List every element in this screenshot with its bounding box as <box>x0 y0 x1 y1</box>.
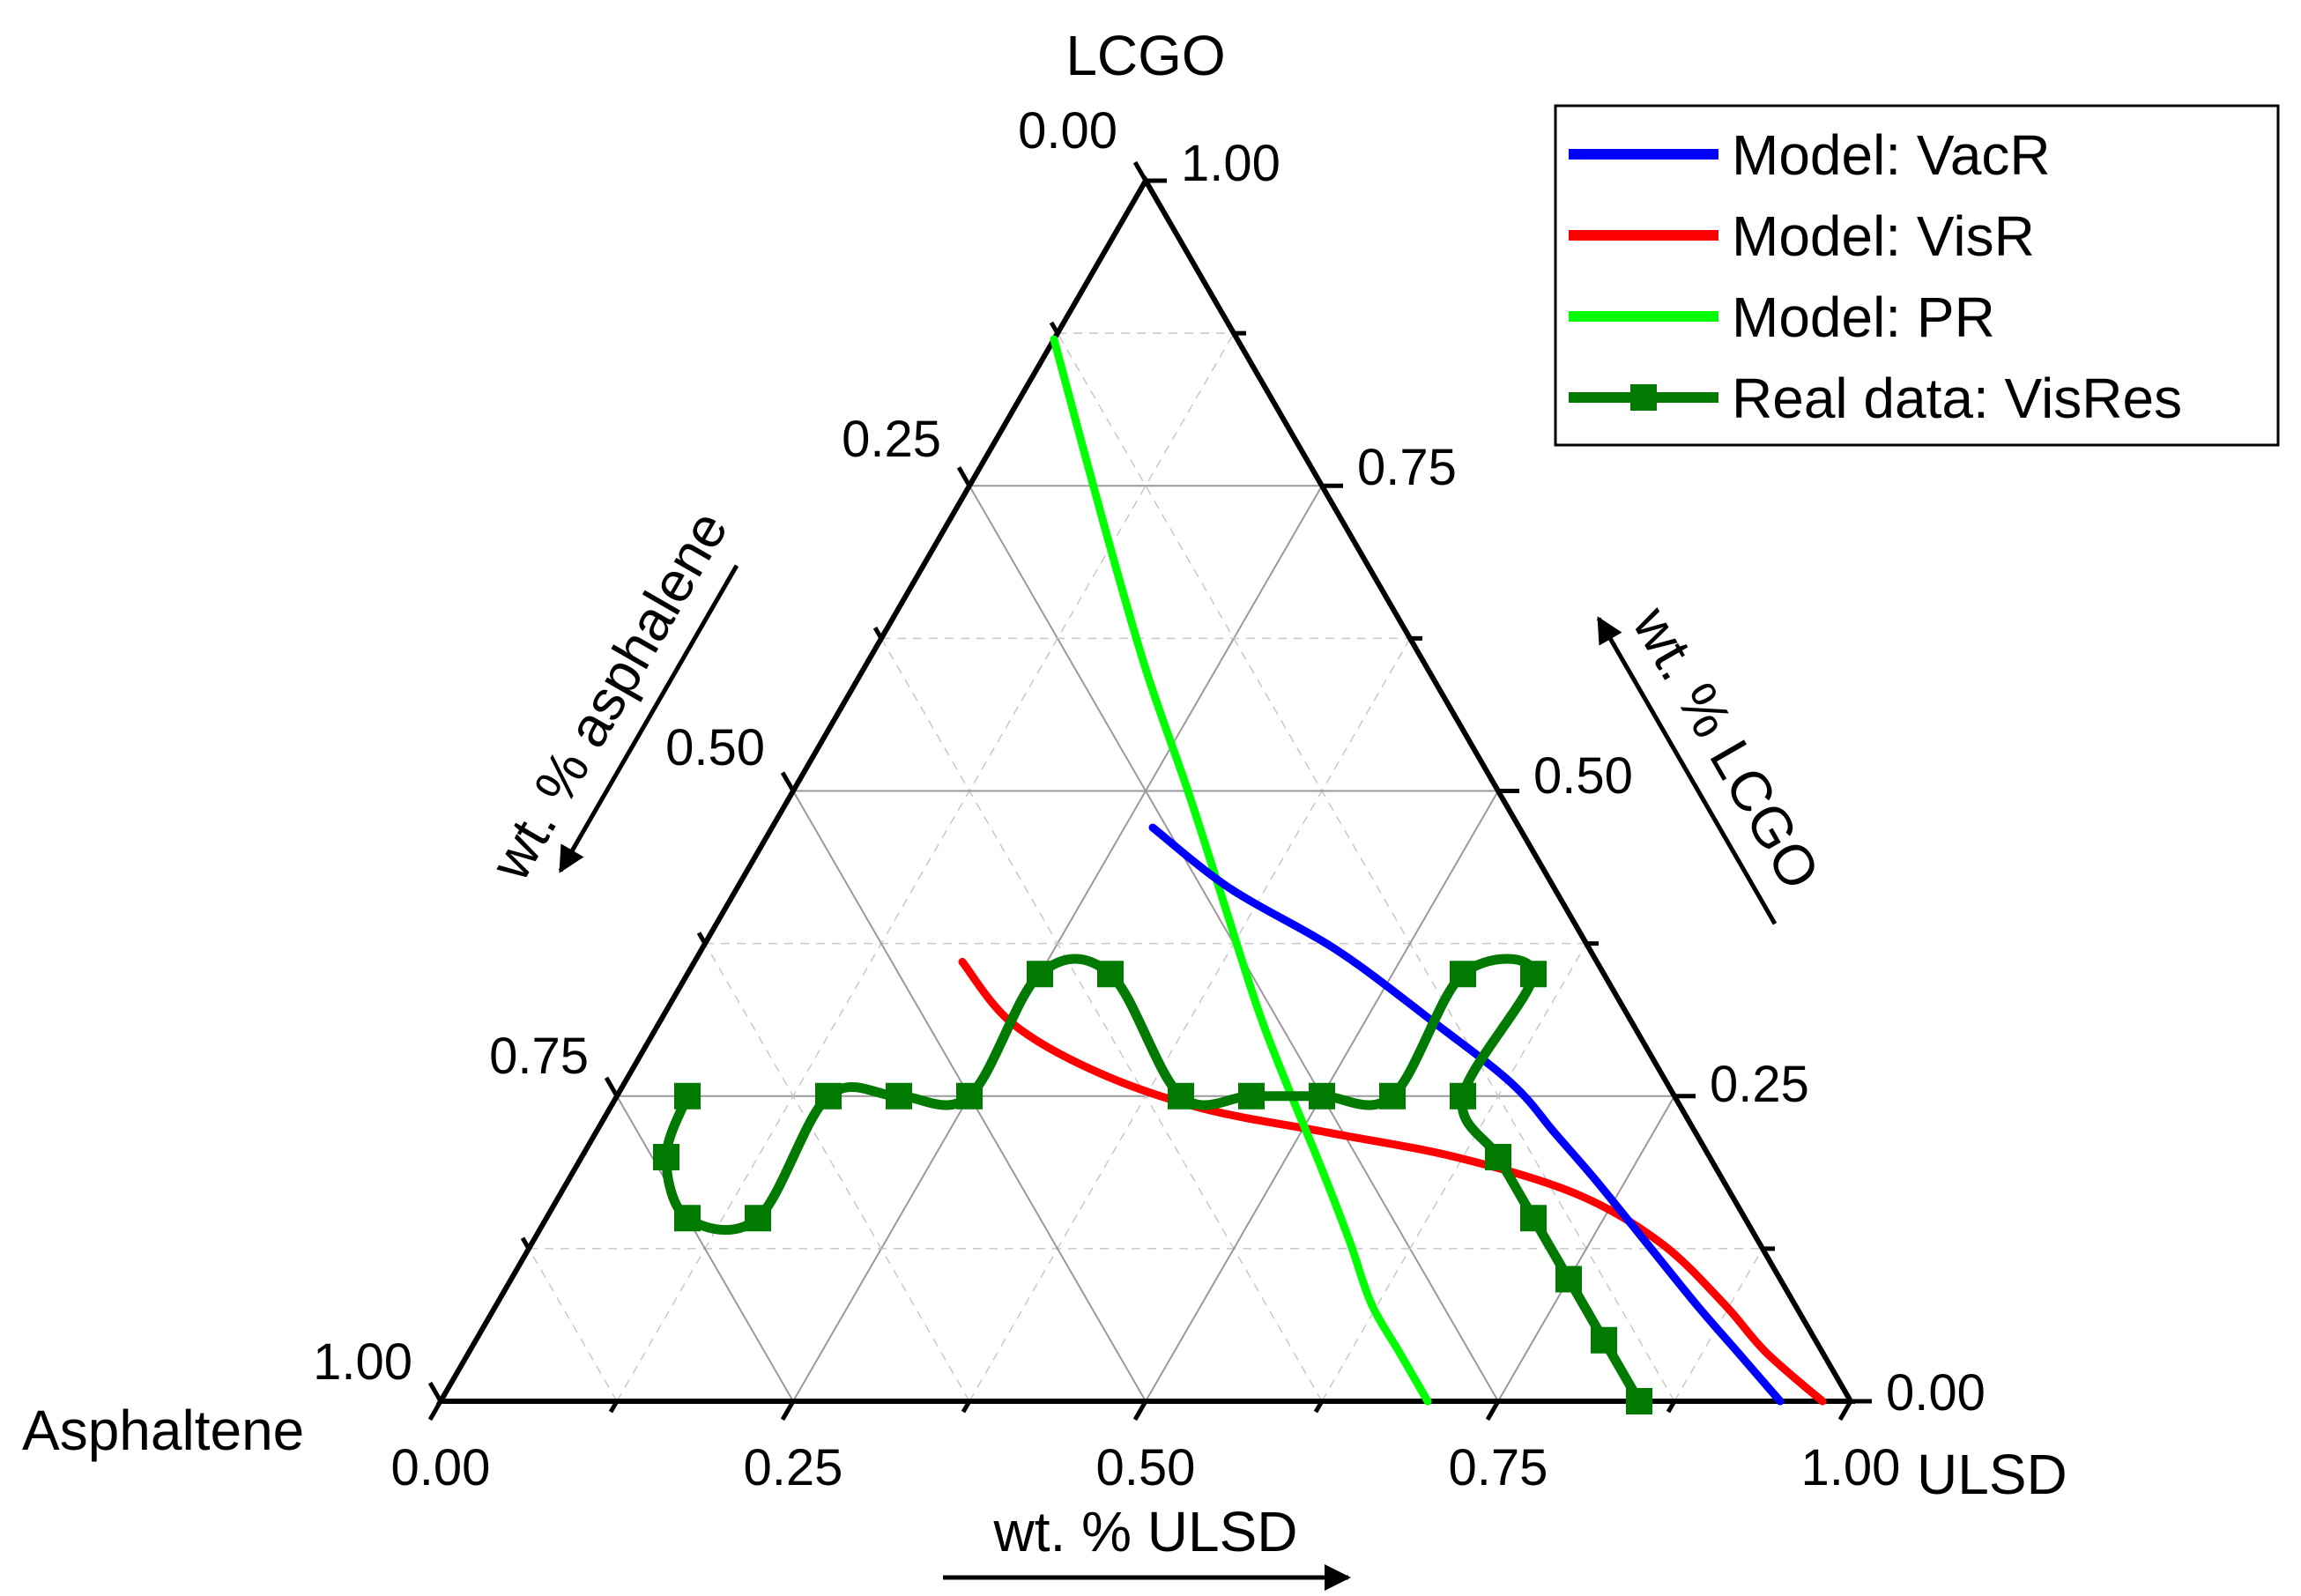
left-axis-arrow <box>558 564 739 873</box>
grid-line-asph-4 <box>704 943 970 1402</box>
left-tick-label-4: 1.00 <box>313 1333 412 1391</box>
data-point-visres-17 <box>1520 1205 1547 1232</box>
bottom-tick-label-2: 0.50 <box>1096 1439 1196 1496</box>
data-point-visres-4 <box>815 1082 842 1110</box>
right-tick-label-2: 0.50 <box>1533 747 1633 805</box>
grid <box>528 332 1763 1402</box>
data-point-visres-7 <box>1027 961 1053 988</box>
vertex-label-top: LCGO <box>1065 24 1225 87</box>
tick-bottom-1 <box>780 1399 796 1422</box>
tick-left-5 <box>604 1076 620 1097</box>
data-point-visres-9 <box>1168 1082 1194 1110</box>
bottom-tick-label-3: 0.75 <box>1449 1439 1548 1496</box>
bottom-axis-title-group: wt. % ULSD <box>943 1500 1351 1591</box>
left-axis-title-group: wt. % asphalene <box>478 501 740 892</box>
data-point-visres-14 <box>1520 961 1547 988</box>
data-point-visres-8 <box>1097 961 1124 988</box>
tick-bottom-4 <box>1313 1399 1325 1414</box>
data-point-visres-20 <box>1626 1388 1652 1414</box>
tick-left-7 <box>1132 160 1148 182</box>
legend-label-visr: Model: VisR <box>1732 204 2035 268</box>
series-line-vacr <box>1148 823 1785 1406</box>
bottom-tick-label-0: 0.00 <box>391 1439 491 1496</box>
tick-bottom-0 <box>608 1399 620 1414</box>
tick-left-3 <box>780 771 796 792</box>
legend-entry-pr: Model: PR <box>1569 286 1995 349</box>
legend-label-vacr: Model: VacR <box>1732 123 2051 187</box>
tick-left-8 <box>427 1381 443 1403</box>
grid-line-asph-2 <box>880 637 1323 1402</box>
tick-bottom-8 <box>1837 1399 1853 1422</box>
legend-entry-vacr: Model: VacR <box>1569 123 2051 187</box>
data-point-visres-15 <box>1450 1082 1476 1110</box>
series-markers <box>653 961 1652 1414</box>
data-point-visres-11 <box>1309 1082 1335 1110</box>
data-point-visres-6 <box>956 1082 983 1110</box>
series-line-visr <box>958 957 1827 1406</box>
left-tick-label-2: 0.50 <box>665 719 765 776</box>
right-tick-label-3: 0.75 <box>1357 439 1457 496</box>
grid-line-asph-5 <box>616 1095 794 1402</box>
grid-line-asph-6 <box>528 1248 618 1402</box>
series-line-pr <box>1050 335 1432 1406</box>
tick-left-6 <box>520 1236 531 1251</box>
tick-left-2 <box>872 626 884 640</box>
bottom-tick-label-1: 0.25 <box>744 1439 843 1496</box>
legend-label-visres: Real data: VisRes <box>1732 367 2182 430</box>
left-tick-label-0: 0.00 <box>1018 102 1117 160</box>
data-point-visres-3 <box>745 1205 771 1232</box>
data-point-visres-16 <box>1485 1144 1511 1170</box>
left-axis-title: wt. % asphalene <box>478 501 740 892</box>
tick-bottom-2 <box>961 1399 972 1414</box>
bottom-axis-title: wt. % ULSD <box>993 1500 1298 1563</box>
tick-bottom-3 <box>1132 1399 1148 1422</box>
grid-line-ulsd-0 <box>616 332 1235 1402</box>
data-point-visres-5 <box>886 1082 912 1110</box>
right-tick-label-4: 1.00 <box>1181 135 1280 192</box>
tick-left-4 <box>696 932 708 945</box>
data-point-visres-1 <box>653 1144 679 1170</box>
right-axis-arrow <box>1596 616 1778 925</box>
series-line-visres <box>661 954 1644 1407</box>
tick-left-1 <box>956 466 972 487</box>
data-point-visres-18 <box>1555 1266 1582 1293</box>
legend-marker-visres <box>1630 384 1657 411</box>
grid-line-ulsd-4 <box>1321 943 1587 1402</box>
data-point-visres-2 <box>674 1205 701 1232</box>
right-axis-title: wt. % LCGO <box>1620 596 1832 900</box>
tick-bottom-7 <box>427 1399 443 1422</box>
axis-ticks <box>427 160 1872 1422</box>
vertex-label-left: Asphaltene <box>22 1399 304 1462</box>
data-point-visres-0 <box>674 1082 701 1110</box>
grid-line-ulsd-2 <box>969 637 1411 1402</box>
right-tick-label-1: 0.25 <box>1710 1056 1809 1113</box>
data-point-visres-13 <box>1450 961 1476 988</box>
grid-line-ulsd-5 <box>1497 1095 1675 1402</box>
left-tick-label-3: 0.75 <box>489 1028 589 1085</box>
legend-box <box>1554 104 2280 447</box>
legend-label-pr: Model: PR <box>1732 286 1995 349</box>
vertex-label-right: ULSD <box>1917 1443 2067 1506</box>
right-axis-title-group: wt. % LCGO <box>1596 596 1832 925</box>
bottom-tick-label-4: 1.00 <box>1801 1439 1901 1496</box>
data-point-visres-12 <box>1379 1082 1406 1110</box>
tick-left-0 <box>1049 321 1060 335</box>
legend: Model: VacR Model: VisR Model: PR Real d… <box>1554 104 2280 447</box>
tick-bottom-6 <box>1666 1399 1677 1414</box>
left-tick-label-1: 0.25 <box>842 411 941 468</box>
right-tick-label-0: 0.00 <box>1886 1364 1986 1422</box>
data-point-visres-19 <box>1591 1326 1617 1354</box>
legend-entry-visres: Real data: VisRes <box>1569 367 2182 430</box>
data-point-visres-10 <box>1238 1082 1265 1110</box>
legend-entry-visr: Model: VisR <box>1569 204 2035 268</box>
tick-bottom-5 <box>1485 1399 1501 1422</box>
